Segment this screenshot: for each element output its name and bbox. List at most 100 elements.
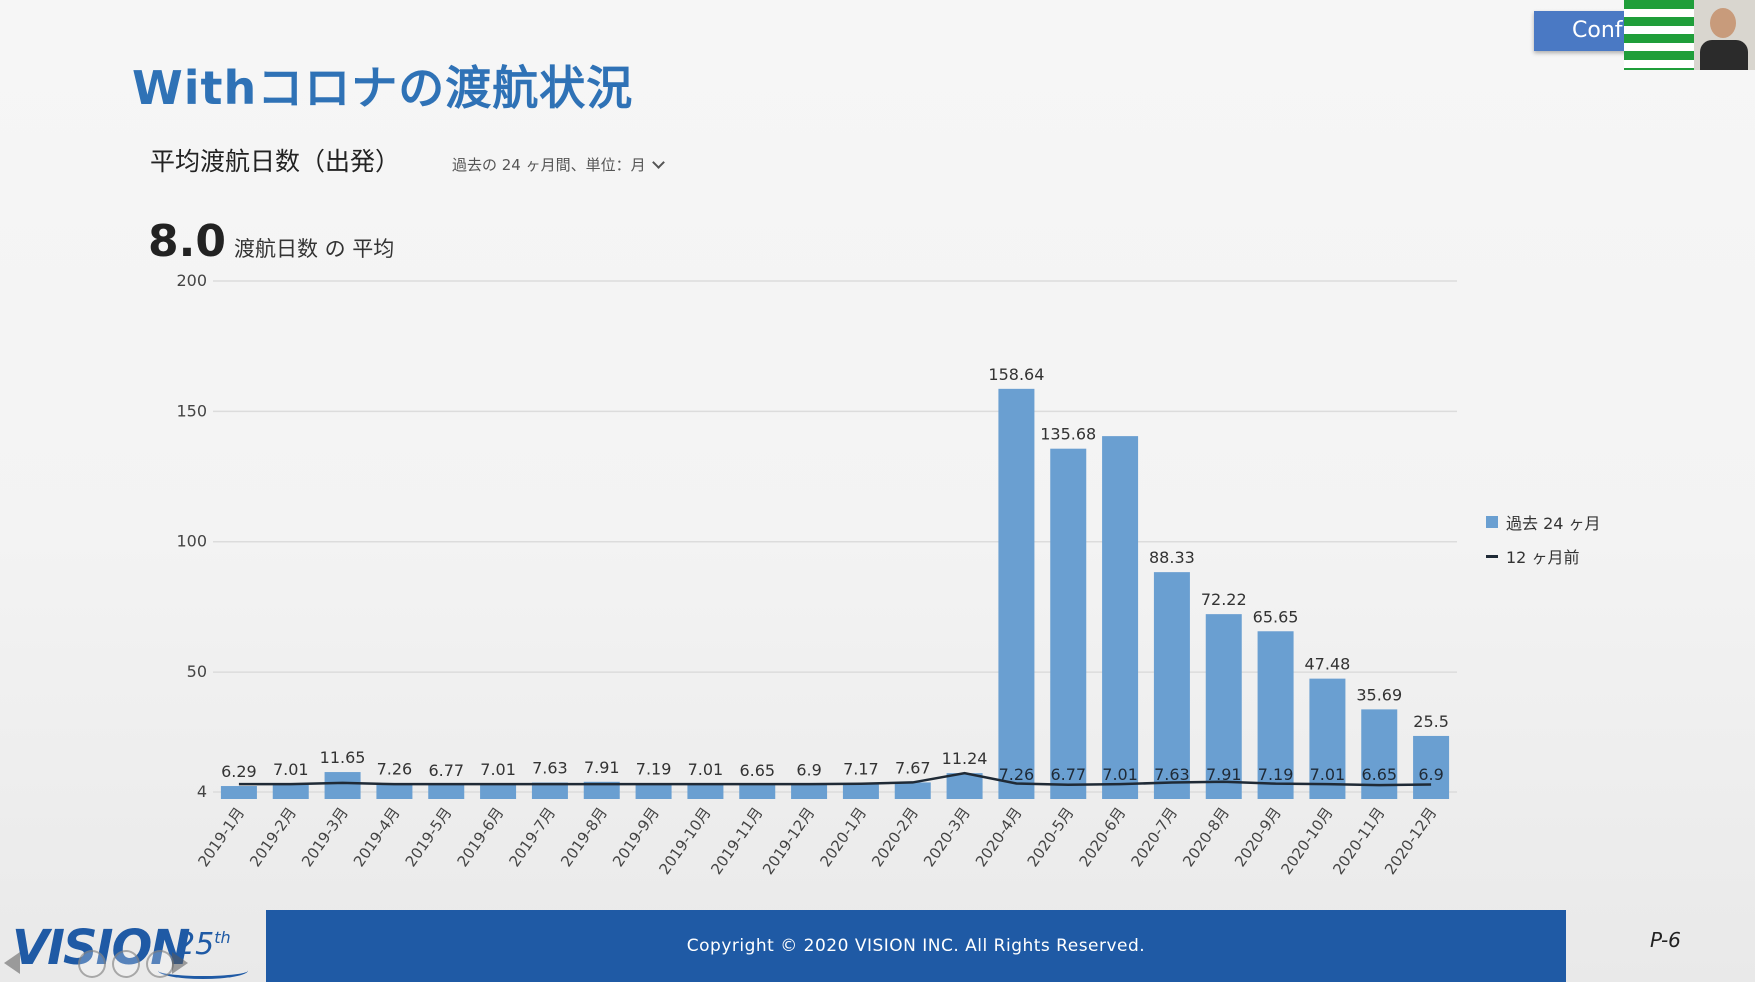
period-filter-dropdown[interactable]: 過去の 24 ヶ月間、単位：月 (452, 154, 665, 175)
bar-value-label: 7.91 (584, 758, 620, 777)
bar[interactable] (739, 785, 776, 799)
bar[interactable] (687, 784, 724, 799)
bar[interactable] (791, 784, 828, 799)
bar-value-label: 72.22 (1201, 590, 1247, 609)
bar-value-label: 6.77 (428, 761, 464, 780)
x-tick-label: 2019-1月 (194, 804, 248, 870)
x-tick-label: 2019-11月 (707, 804, 766, 878)
bar[interactable] (1102, 436, 1139, 799)
x-tick-label: 2019-2月 (246, 804, 300, 870)
y-tick-label: 200 (176, 271, 207, 290)
x-axis-ticks: 2019-1月2019-2月2019-3月2019-4月2019-5月2019-… (194, 804, 1440, 878)
legend-label-bar: 過去 24 ヶ月 (1506, 514, 1601, 533)
bar-value-label: 7.19 (636, 760, 672, 779)
line-value-label: 7.19 (1258, 765, 1294, 784)
legend-item-bar[interactable]: 過去 24 ヶ月 (1486, 510, 1601, 534)
menu-icon[interactable] (146, 950, 174, 978)
line-value-label: 7.26 (999, 765, 1035, 784)
bar[interactable] (1205, 614, 1242, 799)
line-value-label: 7.63 (1154, 765, 1190, 784)
line-value-label: 6.77 (1050, 765, 1086, 784)
bar-value-label: 7.63 (532, 759, 568, 778)
x-tick-label: 2019-4月 (350, 804, 404, 870)
bar[interactable] (428, 784, 465, 799)
presenter-video (1694, 0, 1755, 70)
bar-value-label: 7.01 (688, 760, 724, 779)
video-call-thumbnail[interactable] (1624, 0, 1755, 70)
previous-arrow-icon[interactable] (4, 952, 20, 974)
bar-value-label: 88.33 (1149, 548, 1195, 567)
bar-value-label: 25.5 (1413, 712, 1449, 731)
legend-swatch-bar (1486, 516, 1498, 528)
bar-value-label: 11.24 (942, 749, 988, 768)
bar[interactable] (1050, 448, 1087, 799)
bar[interactable] (842, 783, 879, 799)
x-tick-label: 2020-1月 (816, 804, 870, 870)
bar[interactable] (220, 786, 257, 799)
legend-item-line[interactable]: 12 ヶ月前 (1486, 544, 1601, 568)
presenter-head (1710, 8, 1736, 38)
bar-value-label: 6.9 (796, 760, 821, 779)
x-tick-label: 2020-11月 (1329, 804, 1388, 878)
pen-tool-icon[interactable] (78, 950, 106, 978)
legend-label-line: 12 ヶ月前 (1506, 548, 1580, 567)
comparison-line (238, 771, 1432, 787)
bar[interactable] (894, 782, 931, 799)
x-tick-label: 2020-3月 (920, 804, 974, 870)
bars (220, 388, 1450, 799)
y-tick-label: 4 (197, 782, 207, 801)
bar[interactable] (1153, 572, 1190, 799)
bar[interactable] (635, 783, 672, 799)
bar-value-label: 7.26 (377, 760, 413, 779)
line-value-label: 6.9 (1418, 765, 1443, 784)
x-tick-label: 2020-9月 (1231, 804, 1285, 870)
shared-screen-preview (1624, 0, 1694, 70)
line-path (238, 771, 1432, 787)
line-value-label: 7.01 (1310, 765, 1346, 784)
line-value-label: 7.91 (1206, 765, 1242, 784)
bar-value-label: 11.65 (320, 748, 366, 767)
bar-value-label: 135.68 (1040, 425, 1096, 444)
bar[interactable] (480, 784, 517, 799)
legend-swatch-line (1486, 554, 1498, 558)
bar-value-label: 47.48 (1305, 655, 1351, 674)
logo-swoosh (158, 962, 248, 979)
grid-lines (213, 280, 1457, 793)
data-labels: 6.29 7.01 11.65 7.26 6.77 7.01 7.63 7.91 7.19 7.0… (221, 365, 1449, 784)
report-heading: 平均渡航日数（出発） (150, 147, 401, 176)
x-tick-label: 2019-3月 (298, 804, 352, 870)
bar[interactable] (531, 782, 568, 799)
footer-bar: Copyright © 2020 VISION INC. All Rights … (266, 910, 1566, 982)
summary-value: 8.0 (148, 216, 226, 267)
y-tick-label: 50 (187, 662, 207, 681)
bar[interactable] (998, 388, 1035, 799)
x-tick-label: 2020-5月 (1024, 804, 1078, 870)
x-tick-label: 2020-12月 (1381, 804, 1440, 878)
x-tick-label: 2019-6月 (454, 804, 508, 870)
bar[interactable] (376, 783, 413, 799)
x-tick-label: 2020-7月 (1127, 804, 1181, 870)
bar[interactable] (1413, 735, 1450, 799)
bar-value-label: 35.69 (1356, 685, 1402, 704)
bar[interactable] (1257, 631, 1294, 799)
bar[interactable] (272, 784, 309, 799)
copyright-text: Copyright © 2020 VISION INC. All Rights … (686, 936, 1146, 956)
bar[interactable] (324, 772, 361, 799)
bar-value-label: 7.17 (843, 760, 879, 779)
zoom-icon[interactable] (112, 950, 140, 978)
y-tick-label: 150 (176, 401, 207, 420)
x-tick-label: 2019-8月 (557, 804, 611, 870)
x-tick-label: 2020-6月 (1076, 804, 1130, 870)
bar-value-label: 7.01 (480, 760, 516, 779)
presenter-body (1700, 40, 1748, 70)
bar[interactable] (1309, 678, 1346, 799)
summary-metric: 8.0 渡航日数 の 平均 (148, 216, 394, 267)
bar[interactable] (583, 781, 620, 799)
x-tick-label: 2020-8月 (1179, 804, 1233, 870)
player-controls (0, 944, 200, 982)
next-arrow-icon[interactable] (172, 952, 188, 974)
bar-value-label: 7.01 (273, 760, 309, 779)
bar[interactable] (946, 773, 983, 799)
x-tick-label: 2019-10月 (655, 804, 714, 878)
